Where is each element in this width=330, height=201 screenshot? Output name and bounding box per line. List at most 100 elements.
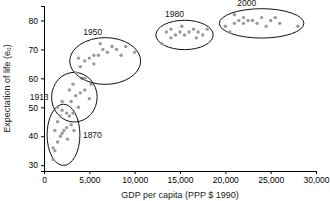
point [56, 106, 59, 109]
point [106, 51, 109, 54]
x-tick: 5,000 [79, 171, 101, 185]
x-tick: 15,000 [168, 171, 194, 185]
point [264, 25, 267, 28]
point [233, 13, 236, 16]
y-tick: 60 [29, 74, 44, 84]
point [51, 158, 54, 161]
point [174, 33, 177, 36]
y-tick-mark [41, 165, 44, 166]
x-tick-label: 20,000 [213, 175, 239, 185]
point [119, 54, 122, 57]
x-tick-label: 0 [42, 175, 47, 185]
point [83, 59, 86, 62]
point [65, 126, 68, 129]
x-tick: 25,000 [258, 171, 284, 185]
point [70, 123, 73, 126]
group-ellipse [52, 72, 98, 122]
x-tick-mark [89, 171, 90, 174]
point [70, 100, 73, 103]
x-tick-mark [225, 171, 226, 174]
y-tick-mark [41, 78, 44, 79]
point [79, 91, 82, 94]
group-label: 1980 [165, 9, 184, 19]
plot: 0 5,000 10,000 15,000 20,000 25,000 30,000 30 40… [29, 0, 330, 185]
y-axis: 30 40 50 60 70 80 [29, 7, 45, 172]
series [51, 109, 75, 162]
point [92, 62, 95, 65]
point [187, 30, 190, 33]
point [115, 48, 118, 51]
x-tick-label: 5,000 [79, 175, 101, 185]
point [124, 45, 127, 48]
point [195, 36, 198, 39]
y-tick-mark [41, 49, 44, 50]
point [51, 146, 54, 149]
x-tick-label: 25,000 [258, 175, 284, 185]
point [192, 27, 195, 30]
x-axis: 0 5,000 10,000 15,000 20,000 25,000 30,000 [42, 171, 330, 185]
point [237, 19, 240, 22]
point [77, 56, 80, 59]
point [133, 51, 136, 54]
group-label: 1870 [83, 130, 102, 140]
point [260, 16, 263, 19]
point [206, 27, 209, 30]
point [56, 120, 59, 123]
point [62, 129, 65, 132]
point [269, 19, 272, 22]
point [101, 48, 104, 51]
point [278, 22, 281, 25]
x-tick-mark [271, 171, 272, 174]
point [60, 132, 63, 135]
y-tick-mark [41, 136, 44, 137]
point [183, 33, 186, 36]
point [228, 30, 231, 33]
series [160, 25, 209, 46]
x-axis-line [45, 172, 317, 175]
x-tick: 30,000 [304, 171, 330, 185]
point [83, 77, 86, 80]
point [77, 106, 80, 109]
series [224, 13, 300, 34]
point [88, 56, 91, 59]
point [178, 30, 181, 33]
point [53, 149, 56, 152]
group-ellipse [70, 38, 141, 85]
group-ellipse [156, 20, 213, 49]
series [56, 77, 93, 118]
y-tick: 80 [29, 16, 44, 26]
point [180, 25, 183, 28]
x-tick-label: 15,000 [168, 175, 194, 185]
y-tick-mark [41, 107, 44, 108]
series [74, 42, 136, 80]
x-tick-label: 10,000 [122, 175, 148, 185]
point [255, 22, 258, 25]
point [53, 129, 56, 132]
point [274, 16, 277, 19]
y-tick-label: 50 [29, 103, 39, 113]
point [72, 129, 75, 132]
x-tick: 0 [42, 171, 47, 185]
point [60, 109, 63, 112]
y-tick: 70 [29, 45, 44, 55]
chart: 0 5,000 10,000 15,000 20,000 25,000 30,000 30 40… [0, 0, 330, 201]
y-axis-title: Expectation of life (e₀) [2, 44, 12, 132]
x-tick-mark [135, 171, 136, 174]
point [224, 25, 227, 28]
point [74, 71, 77, 74]
y-tick: 50 [29, 103, 44, 113]
point [59, 114, 62, 117]
y-tick-mark [41, 20, 44, 21]
x-tick-mark [316, 171, 317, 174]
point [71, 111, 74, 114]
point [74, 94, 77, 97]
point [242, 22, 245, 25]
group-label: 1913 [30, 92, 49, 102]
y-tick: 30 [29, 160, 44, 170]
y-tick: 40 [29, 131, 44, 141]
marks [47, 9, 304, 166]
point [88, 97, 91, 100]
y-axis-line [41, 7, 45, 172]
x-tick: 20,000 [213, 171, 239, 185]
point [160, 42, 163, 45]
